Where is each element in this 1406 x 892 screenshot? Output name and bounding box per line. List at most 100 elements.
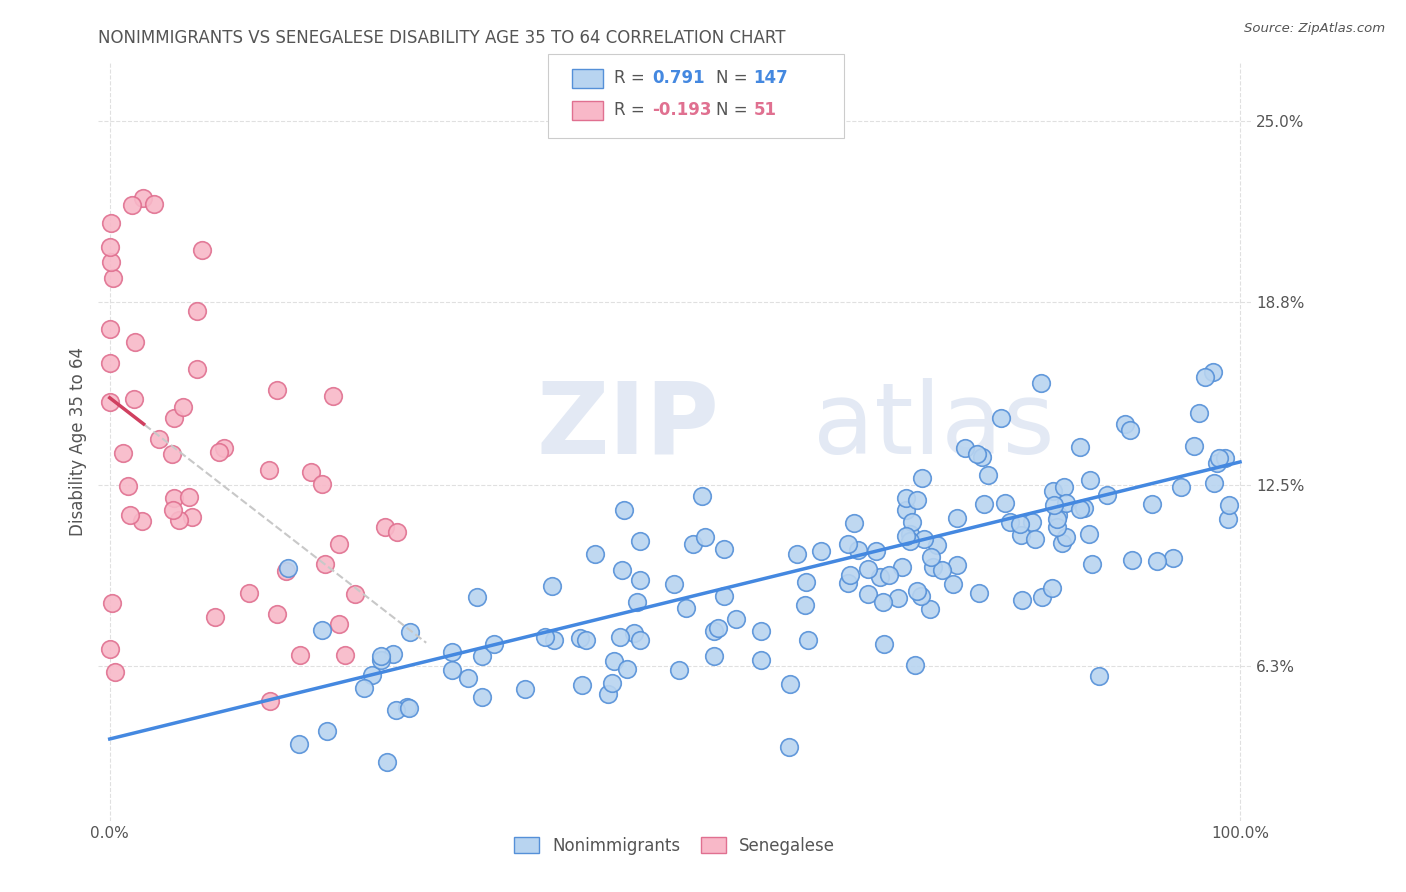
Point (343, 586, 366, 600)
Point (1161, 551, 1184, 566)
Point (896, 529, 918, 543)
Point (1040, 581, 1063, 595)
Point (238, 585, 260, 599)
Point (117, 478, 139, 492)
Point (905, 584, 928, 599)
Point (571, 678, 593, 692)
Point (872, 637, 894, 651)
Point (143, 197, 166, 211)
Point (299, 465, 322, 479)
Point (1114, 417, 1136, 431)
Point (314, 558, 336, 572)
Point (713, 541, 735, 556)
Point (1081, 557, 1104, 571)
Point (972, 450, 994, 465)
Point (186, 361, 208, 376)
Point (713, 589, 735, 603)
Text: NONIMMIGRANTS VS SENEGALESE DISABILITY AGE 35 TO 64 CORRELATION CHART: NONIMMIGRANTS VS SENEGALESE DISABILITY A… (98, 29, 786, 47)
Point (399, 625, 422, 640)
Text: R =: R = (614, 101, 651, 119)
Point (905, 492, 928, 507)
Point (942, 577, 965, 591)
Point (471, 649, 494, 664)
Point (179, 491, 201, 505)
Point (353, 681, 375, 695)
Point (690, 489, 713, 503)
Text: N =: N = (716, 101, 752, 119)
Point (912, 532, 935, 546)
Point (370, 648, 392, 663)
Point (626, 594, 648, 608)
Point (856, 586, 879, 600)
Point (927, 538, 949, 552)
Text: Source: ZipAtlas.com: Source: ZipAtlas.com (1244, 22, 1385, 36)
Point (920, 549, 942, 564)
Point (290, 648, 312, 662)
Point (395, 700, 418, 714)
Point (457, 671, 479, 685)
Text: ZIP: ZIP (537, 378, 720, 475)
Point (904, 658, 927, 673)
Point (316, 723, 339, 738)
Point (779, 676, 801, 690)
Point (471, 690, 494, 704)
Point (966, 447, 988, 461)
Point (1088, 669, 1111, 683)
Point (322, 389, 344, 403)
Point (1031, 591, 1053, 605)
Text: 147: 147 (754, 69, 789, 87)
Point (707, 621, 730, 635)
Point (786, 547, 808, 561)
Text: 0.791: 0.791 (652, 69, 704, 87)
Point (596, 687, 619, 701)
Point (877, 567, 900, 582)
Point (277, 561, 299, 575)
Point (837, 537, 859, 551)
Point (180, 509, 202, 524)
Point (1042, 499, 1064, 513)
Point (1208, 451, 1230, 466)
Point (398, 700, 420, 714)
Point (257, 463, 280, 477)
Point (162, 503, 184, 517)
Point (1218, 498, 1240, 512)
Point (1010, 528, 1032, 542)
Point (891, 560, 914, 574)
Point (1194, 369, 1216, 384)
Point (131, 514, 153, 528)
Point (1077, 527, 1099, 541)
Point (898, 533, 921, 548)
Point (911, 471, 934, 485)
Point (98, 642, 121, 657)
Point (682, 536, 704, 550)
Point (375, 756, 398, 770)
Point (838, 567, 860, 582)
Point (842, 516, 865, 530)
Text: atlas: atlas (813, 378, 1054, 475)
Point (628, 633, 651, 648)
Point (778, 740, 800, 755)
Text: -0.193: -0.193 (652, 101, 711, 119)
Point (603, 654, 626, 668)
Point (148, 433, 170, 447)
Point (1216, 511, 1239, 525)
Point (482, 637, 505, 651)
Point (98, 395, 121, 409)
Point (1031, 376, 1053, 391)
Point (898, 526, 921, 541)
Point (101, 271, 124, 285)
Point (1021, 516, 1043, 530)
Point (869, 569, 891, 583)
Point (162, 447, 184, 461)
Text: 51: 51 (754, 101, 776, 119)
Point (1045, 512, 1067, 526)
Point (887, 591, 910, 605)
Point (967, 586, 990, 600)
Point (910, 589, 932, 603)
Point (1146, 554, 1168, 568)
Point (374, 519, 396, 533)
Point (191, 243, 214, 257)
Point (212, 441, 235, 455)
Point (675, 600, 697, 615)
Point (540, 579, 562, 593)
